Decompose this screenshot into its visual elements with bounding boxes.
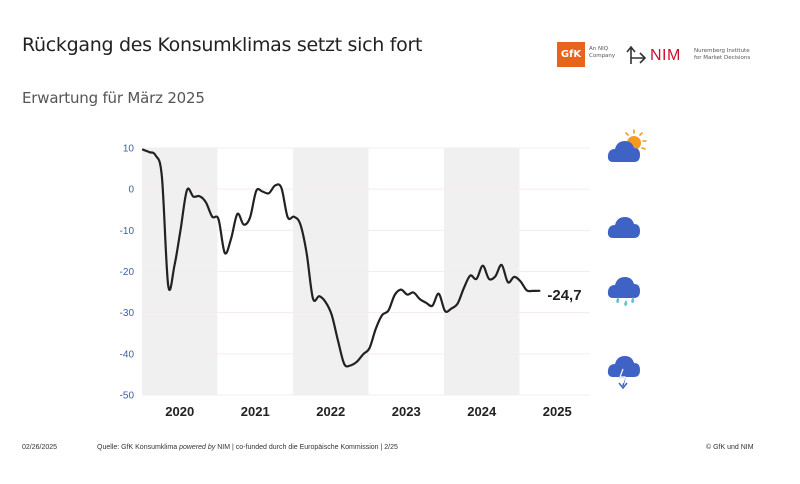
gfk-logo: GfK: [557, 42, 585, 67]
footer-source-suffix: NIM | co-funded durch die Europäische Ko…: [215, 444, 398, 451]
x-tick-label: 2025: [543, 404, 572, 419]
rain-cloud-icon: [607, 277, 640, 306]
gfk-tagline-line-2: Company: [589, 53, 616, 59]
logos: GfK An NIQ Company NIM Nuremberg Institu…: [555, 42, 775, 72]
y-tick-label: -20: [120, 267, 135, 278]
nim-tagline-line-2: for Market Decisions: [694, 55, 751, 61]
x-tick-label: 2021: [241, 404, 270, 419]
y-tick-label: -40: [120, 349, 135, 360]
nim-logo: NIM: [650, 47, 681, 64]
y-tick-label: -10: [120, 226, 135, 237]
end-value-label: -24,7: [547, 287, 581, 304]
footer-copyright: © GfK und NIM: [706, 444, 754, 451]
page-title: Rückgang des Konsumklimas setzt sich for…: [22, 34, 423, 56]
cloud-icon: [607, 217, 640, 238]
nim-tagline: Nuremberg Institute for Market Decisions: [694, 48, 774, 62]
footer-date: 02/26/2025: [22, 444, 58, 451]
y-tick-label: -50: [120, 391, 135, 402]
nim-tagline-line-1: Nuremberg Institute: [694, 48, 750, 54]
footer-source: Quelle: GfK Konsumklima powered by NIM |…: [97, 444, 398, 451]
x-tick-label: 2022: [316, 404, 345, 419]
gfk-tagline-line-1: An NIQ: [589, 46, 609, 52]
y-tick-label: -30: [120, 308, 135, 319]
x-tick-label: 2024: [467, 404, 497, 419]
thunder-cloud-icon: [607, 356, 640, 390]
y-tick-label: 10: [123, 144, 135, 155]
page-subtitle: Erwartung für März 2025: [22, 89, 205, 107]
x-tick-label: 2023: [392, 404, 421, 419]
y-tick-label: 0: [128, 185, 134, 196]
footer-source-prefix: Quelle: GfK Konsumklima: [97, 444, 180, 451]
gfk-tagline: An NIQ Company: [589, 46, 629, 60]
grid-lines: [142, 147, 590, 396]
nim-arrow-icon: [626, 45, 647, 64]
sun-cloud-icon: [607, 129, 647, 162]
series-line-konsumklima: [141, 148, 541, 368]
footer-source-italic: powered by: [179, 444, 216, 451]
y-axis-ticks: 10 0 -10 -20 -30 -40 -50: [120, 144, 135, 402]
x-axis-ticks: 2020 2021 2022 2023 2024 2025: [165, 404, 571, 419]
x-tick-label: 2020: [165, 404, 194, 419]
